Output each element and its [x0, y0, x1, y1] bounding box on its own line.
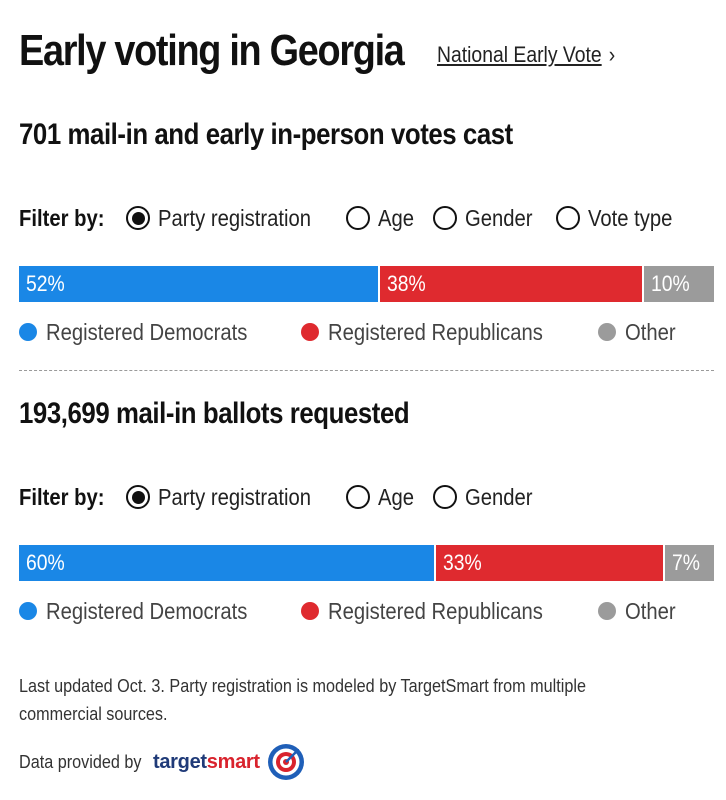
section-divider — [19, 370, 714, 371]
bar-segment-other: 7% — [665, 545, 714, 581]
legend-swatch-republicans — [300, 602, 319, 620]
radio-unchecked-icon — [432, 485, 457, 509]
bar-segment-democrats: 52% — [19, 266, 381, 302]
section-2-count: 193,699 — [19, 397, 110, 430]
filter-label: Filter by: — [19, 483, 105, 510]
section-2-title-text: mail-in ballots requested — [116, 397, 410, 430]
targetsmart-brand[interactable]: targetsmart — [153, 740, 306, 784]
bar-segment-label: 7% — [672, 550, 701, 575]
section-1-title: 701 mail-in and early in-person votes ca… — [19, 118, 513, 152]
header: Early voting in Georgia National Early V… — [19, 26, 714, 86]
filter-radio-age[interactable]: Age — [345, 483, 419, 511]
radio-unchecked-icon — [345, 206, 370, 230]
filter-radio-label: Party registration — [158, 204, 312, 231]
brand-name-part1: target — [153, 750, 207, 773]
footnote: Last updated Oct. 3. Party registration … — [19, 672, 699, 728]
filter-radio-party-registration[interactable]: Party registration — [126, 205, 332, 232]
legend-item-other: Other — [598, 319, 683, 346]
legend-label: Other — [625, 597, 676, 624]
filter-label: Filter by: — [19, 204, 105, 231]
filter-options: Party registration Age Gender Vote type — [126, 205, 697, 232]
bar-segment-label: 10% — [651, 271, 691, 296]
data-provided-by: Data provided by targetsmart — [19, 740, 304, 784]
filter-radio-label: Gender — [464, 483, 533, 510]
radio-unchecked-icon — [432, 206, 457, 230]
filter-radio-vote-type[interactable]: Vote type — [555, 204, 684, 232]
legend-item-democrats: Registered Democrats — [19, 598, 275, 625]
nav-link-label: National Early Vote — [437, 42, 602, 67]
brand-name-part2: smart — [206, 750, 260, 773]
filter-radio-gender[interactable]: Gender — [432, 204, 542, 232]
bar-segment-other: 10% — [644, 266, 714, 302]
filter-radio-label: Party registration — [158, 483, 312, 510]
legend-swatch-other — [598, 323, 617, 341]
legend-item-republicans: Registered Republicans — [300, 597, 572, 625]
legend-item-democrats: Registered Democrats — [19, 319, 275, 346]
radio-checked-icon — [126, 206, 151, 230]
legend-votes-cast: Registered Democrats Registered Republica… — [19, 317, 709, 347]
section-2-title: 193,699 mail-in ballots requested — [19, 397, 410, 431]
bar-segment-label: 52% — [26, 271, 65, 296]
radio-unchecked-icon — [555, 206, 580, 230]
filter-radio-label: Age — [377, 483, 415, 510]
footnote-line-2: commercial sources. — [19, 704, 168, 724]
section-2-filter: Filter by: Party registration Age Gender — [19, 480, 556, 514]
radio-unchecked-icon — [345, 485, 370, 509]
legend-swatch-democrats — [19, 323, 37, 341]
section-1-count: 701 — [19, 118, 61, 151]
bar-segment-democrats: 60% — [19, 545, 436, 581]
page-title: Early voting in Georgia — [19, 26, 405, 75]
stacked-bar-votes-cast: 52% 38% 10% — [19, 266, 714, 302]
brand-name: targetsmart — [153, 751, 260, 774]
stacked-bar-ballots-requested: 60% 33% 7% — [19, 545, 714, 581]
filter-radio-age[interactable]: Age — [345, 204, 419, 232]
provided-by-label: Data provided by — [19, 751, 142, 772]
legend-label: Registered Democrats — [46, 318, 248, 345]
legend-ballots-requested: Registered Democrats Registered Republica… — [19, 596, 709, 626]
legend-label: Registered Democrats — [46, 597, 248, 624]
bar-segment-republicans: 33% — [436, 545, 666, 581]
footnote-line-1: Last updated Oct. 3. Party registration … — [19, 676, 586, 696]
filter-radio-label: Gender — [464, 204, 533, 231]
filter-radio-label: Vote type — [587, 204, 673, 231]
radio-checked-icon — [126, 485, 151, 509]
legend-swatch-democrats — [19, 602, 37, 620]
filter-radio-gender[interactable]: Gender — [432, 483, 542, 511]
legend-label: Registered Republicans — [327, 597, 543, 624]
section-1-title-text: mail-in and early in-person votes cast — [67, 118, 514, 151]
targetsmart-logo-icon — [267, 744, 304, 780]
section-1-filter: Filter by: Party registration Age Gender Vo… — [19, 201, 698, 235]
national-early-vote-link[interactable]: National Early Vote › — [437, 42, 615, 68]
bar-segment-label: 60% — [26, 550, 65, 575]
legend-item-republicans: Registered Republicans — [300, 318, 572, 346]
filter-radio-party-registration[interactable]: Party registration — [126, 484, 332, 511]
legend-swatch-republicans — [300, 323, 319, 341]
bar-segment-republicans: 38% — [380, 266, 645, 302]
chevron-right-icon: › — [608, 42, 616, 67]
legend-item-other: Other — [598, 598, 683, 625]
bar-segment-label: 38% — [387, 271, 427, 296]
legend-swatch-other — [598, 602, 617, 620]
legend-label: Other — [625, 318, 676, 345]
legend-label: Registered Republicans — [327, 318, 543, 345]
filter-options: Party registration Age Gender — [126, 484, 556, 511]
bar-segment-label: 33% — [443, 550, 482, 575]
filter-radio-label: Age — [377, 204, 415, 231]
